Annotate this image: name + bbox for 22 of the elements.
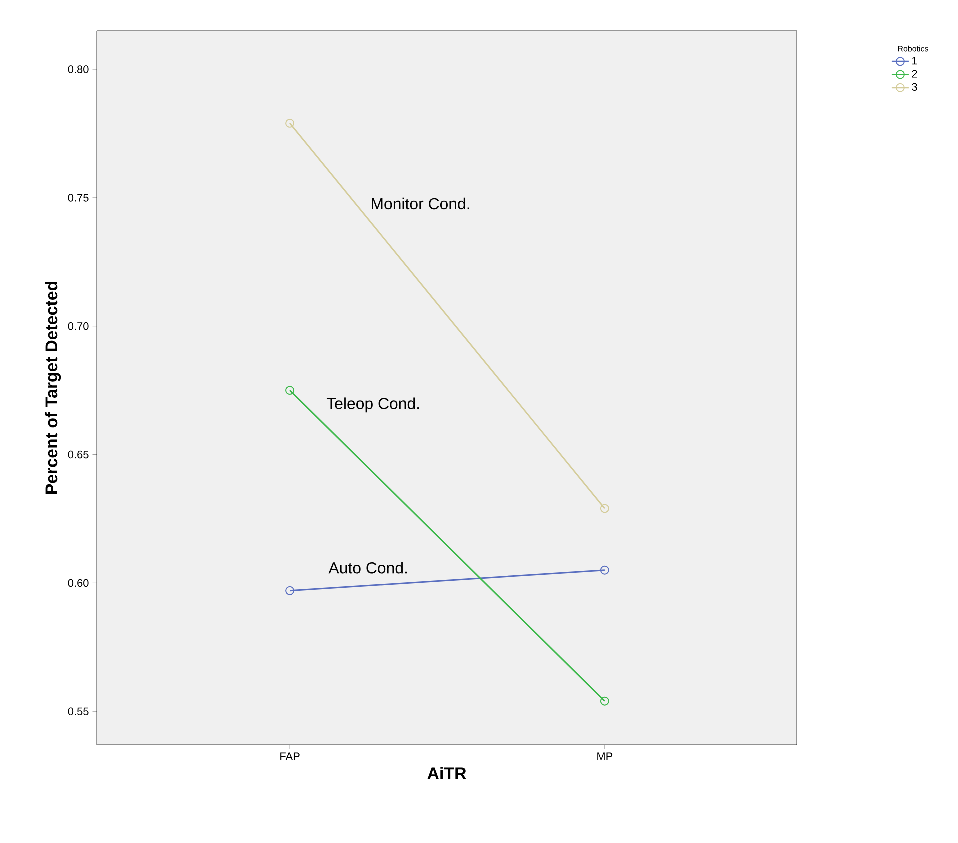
x-axis-title: AiTR bbox=[428, 767, 466, 780]
point bbox=[286, 386, 295, 396]
y-axis-title: Percent of Target Detected bbox=[45, 282, 62, 494]
x-tick-label: FAP bbox=[280, 752, 300, 760]
annotation: Teleop Cond. bbox=[326, 398, 420, 413]
annotation: Auto Cond. bbox=[328, 562, 407, 574]
y-tick-label: 0.70 bbox=[68, 322, 89, 330]
y-tick-label: 0.75 bbox=[68, 194, 89, 202]
y-tick-label: 0.60 bbox=[68, 579, 89, 588]
y-tick-label: 0.65 bbox=[68, 450, 89, 459]
legend-label: 1 bbox=[912, 57, 918, 65]
x-tick-label: MP bbox=[598, 752, 613, 760]
point bbox=[600, 566, 610, 575]
point bbox=[286, 586, 295, 596]
point bbox=[600, 504, 610, 514]
legend-label: 2 bbox=[912, 70, 918, 78]
legend-label: 3 bbox=[912, 83, 918, 92]
point bbox=[286, 118, 295, 128]
y-tick-label: 0.80 bbox=[68, 66, 89, 74]
point bbox=[600, 696, 610, 706]
annotation: Monitor Cond. bbox=[372, 198, 470, 210]
y-tick-label: 0.55 bbox=[68, 708, 89, 716]
